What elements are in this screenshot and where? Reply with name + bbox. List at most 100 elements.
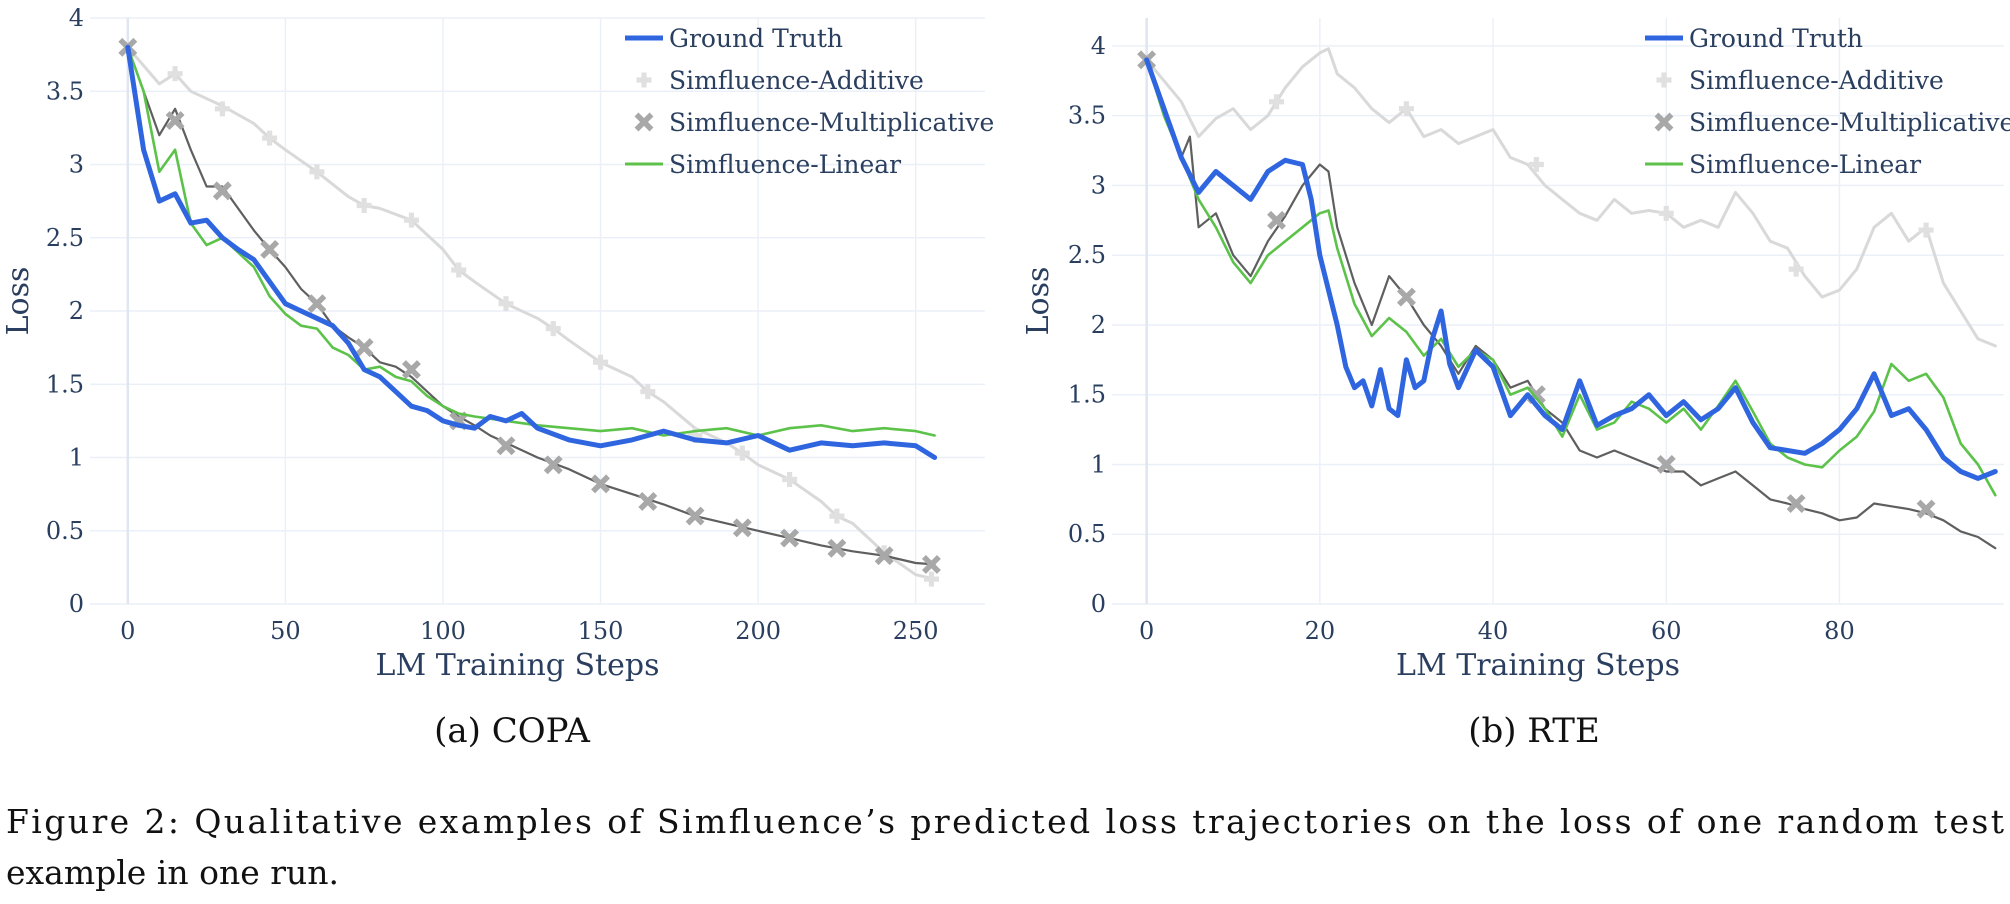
- marker-simfluence-additive: [356, 198, 372, 214]
- marker-simfluence-additive: [498, 296, 514, 312]
- caption-copa: (a) COPA: [434, 711, 590, 751]
- caption-rte: (b) RTE: [1468, 711, 1600, 751]
- y-axis-label: Loss: [1021, 267, 1056, 336]
- marker-simfluence-multiplicative: [827, 538, 847, 558]
- marker-simfluence-multiplicative: [1916, 499, 1936, 519]
- x-axis-label: LM Training Steps: [376, 648, 660, 683]
- x-tick-label: 50: [270, 617, 301, 645]
- marker-simfluence-additive: [640, 384, 656, 400]
- x-axis-label: LM Training Steps: [1396, 648, 1680, 683]
- marker-simfluence-additive: [923, 571, 939, 587]
- x-tick-label: 80: [1824, 617, 1855, 645]
- marker-simfluence-additive: [1269, 94, 1285, 110]
- x-tick-label: 200: [735, 617, 781, 645]
- marker-simfluence-additive: [1528, 157, 1544, 172]
- marker-simfluence-additive: [309, 164, 325, 180]
- x-tick-label: 40: [1478, 617, 1509, 645]
- marker-simfluence-additive: [734, 445, 750, 461]
- marker-simfluence-multiplicative: [543, 455, 563, 475]
- y-tick-label: 2: [1091, 311, 1106, 339]
- marker-simfluence-multiplicative: [401, 360, 421, 380]
- y-tick-label: 3: [69, 151, 84, 179]
- x-tick-label: 250: [893, 617, 939, 645]
- figure-caption-line1: Figure 2: Qualitative examples of Simflu…: [6, 802, 2004, 841]
- series-line-simfluence-linear: [126, 45, 936, 437]
- marker-simfluence-additive: [687, 428, 703, 444]
- x-tick-label: 20: [1305, 617, 1336, 645]
- series-line-ground-truth: [125, 44, 938, 460]
- series-line-simfluence-additive: [1145, 47, 1997, 348]
- y-axis-label: Loss: [1, 267, 36, 336]
- marker-simfluence-multiplicative: [212, 181, 232, 201]
- legend-swatch-simfluence-additive: [1656, 72, 1672, 88]
- marker-simfluence-additive: [167, 66, 183, 82]
- x-tick-label: 150: [578, 617, 624, 645]
- marker-simfluence-multiplicative: [874, 546, 894, 566]
- x-tick-label: 0: [1139, 617, 1154, 645]
- marker-simfluence-multiplicative: [165, 111, 185, 130]
- marker-simfluence-multiplicative: [780, 528, 800, 548]
- y-tick-label: 0.5: [1068, 520, 1106, 548]
- marker-simfluence-multiplicative: [685, 506, 705, 526]
- marker-simfluence-multiplicative: [1267, 210, 1286, 230]
- marker-simfluence-multiplicative: [354, 338, 374, 358]
- y-tick-label: 1.5: [46, 370, 84, 398]
- marker-simfluence-additive: [451, 262, 467, 278]
- y-tick-label: 3.5: [46, 77, 84, 105]
- marker-simfluence-additive: [1658, 205, 1674, 221]
- marker-simfluence-additive: [1398, 101, 1414, 117]
- marker-simfluence-multiplicative: [1397, 287, 1416, 307]
- legend-copa: Ground Truth Simfluence-Additive Simfluenc…: [625, 24, 994, 179]
- marker-simfluence-multiplicative: [307, 294, 327, 314]
- panel-copa: 0 50 100 150 200 250 0 0.5 1 1.5 2 2.5 3 3.5 4 LM Train…: [1, 4, 994, 683]
- marker-simfluence-additive: [545, 321, 561, 337]
- legend-swatch-simfluence-multiplicative: [634, 112, 654, 132]
- marker-simfluence-additive: [1788, 261, 1804, 277]
- y-tick-label: 1: [69, 444, 84, 472]
- marker-simfluence-additive: [262, 130, 278, 146]
- panel-rte: 0 20 40 60 80 0 0.5 1 1.5 2 2.5 3 3.5 4 LM Training St…: [1021, 18, 2010, 683]
- marker-simfluence-additive: [214, 101, 230, 117]
- y-tick-label: 4: [69, 4, 84, 32]
- legend-label-ground-truth: Ground Truth: [1689, 24, 1863, 53]
- series-line-simfluence-linear: [1145, 58, 1997, 497]
- x-tick-label: 0: [120, 617, 135, 645]
- legend-swatch-simfluence-additive: [636, 72, 652, 88]
- y-tick-label: 2.5: [1068, 241, 1106, 269]
- legend-label-simfluence-linear: Simfluence-Linear: [1689, 150, 1921, 179]
- y-tick-label: 3.5: [1068, 102, 1106, 130]
- legend-label-simfluence-linear: Simfluence-Linear: [669, 150, 901, 179]
- marker-simfluence-additive: [403, 212, 419, 228]
- x-tick-label: 60: [1651, 617, 1682, 645]
- legend-label-simfluence-multiplicative: Simfluence-Multiplicative: [669, 108, 994, 137]
- y-tick-label: 1: [1091, 450, 1106, 478]
- y-tick-label: 2: [69, 297, 84, 325]
- series-line-simfluence-multiplicative: [1145, 58, 1997, 550]
- y-tick-label: 1.5: [1068, 381, 1106, 409]
- marker-simfluence-multiplicative: [496, 436, 516, 456]
- marker-simfluence-multiplicative: [921, 555, 941, 574]
- marker-simfluence-additive: [782, 471, 798, 487]
- marker-simfluence-multiplicative: [638, 492, 658, 511]
- legend-label-simfluence-additive: Simfluence-Additive: [669, 66, 924, 95]
- x-tick-label: 100: [420, 617, 466, 645]
- marker-simfluence-multiplicative: [591, 474, 610, 494]
- marker-simfluence-multiplicative: [1656, 455, 1676, 474]
- y-tick-label: 4: [1091, 32, 1106, 60]
- series-line-simfluence-additive: [126, 45, 937, 581]
- y-tick-label: 0: [1091, 590, 1106, 618]
- y-tick-label: 0: [69, 590, 84, 618]
- marker-simfluence-multiplicative: [732, 518, 752, 538]
- marker-simfluence-additive: [1918, 222, 1934, 238]
- legend-rte: Ground Truth Simfluence-Additive Simfluenc…: [1645, 24, 2010, 179]
- marker-simfluence-additive: [829, 508, 845, 524]
- legend-label-simfluence-additive: Simfluence-Additive: [1689, 66, 1944, 95]
- y-tick-label: 3: [1091, 171, 1106, 199]
- legend-swatch-simfluence-multiplicative: [1654, 112, 1674, 132]
- y-tick-label: 2.5: [46, 224, 84, 252]
- marker-simfluence-multiplicative: [260, 240, 280, 259]
- legend-label-simfluence-multiplicative: Simfluence-Multiplicative: [1689, 108, 2010, 137]
- marker-simfluence-multiplicative: [1786, 494, 1806, 513]
- marker-simfluence-additive: [593, 354, 609, 370]
